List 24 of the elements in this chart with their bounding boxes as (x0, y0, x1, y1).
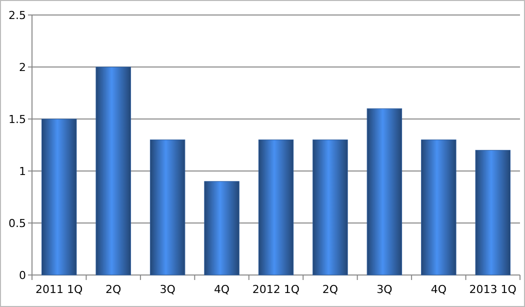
x-tick-label: 2011 1Q (36, 283, 84, 296)
bar (366, 108, 402, 276)
x-tick-label: 2Q (105, 283, 122, 296)
bar (150, 140, 186, 276)
x-tick-label: 2Q (322, 283, 338, 296)
x-tick-label: 4Q (214, 283, 230, 296)
x-tick-label: 3Q (160, 283, 176, 296)
bar (312, 140, 348, 276)
y-tick-label: 2 (19, 60, 26, 74)
x-tick-label: 3Q (376, 283, 393, 296)
y-tick-label: 2.5 (8, 8, 26, 22)
x-tick-label: 2012 1Q (252, 283, 300, 296)
bar (475, 150, 510, 276)
x-tick-label: 2013 1Q (469, 283, 517, 296)
bar (258, 140, 294, 276)
bar (421, 140, 456, 276)
y-tick-label: 0 (19, 268, 26, 282)
y-tick-label: 1.5 (8, 112, 26, 126)
y-tick-label: 0.5 (8, 216, 26, 230)
bar (204, 181, 240, 276)
y-tick-label: 1 (19, 164, 26, 178)
bar (42, 118, 77, 276)
x-tick-label: 4Q (430, 283, 447, 296)
bar (96, 66, 131, 276)
